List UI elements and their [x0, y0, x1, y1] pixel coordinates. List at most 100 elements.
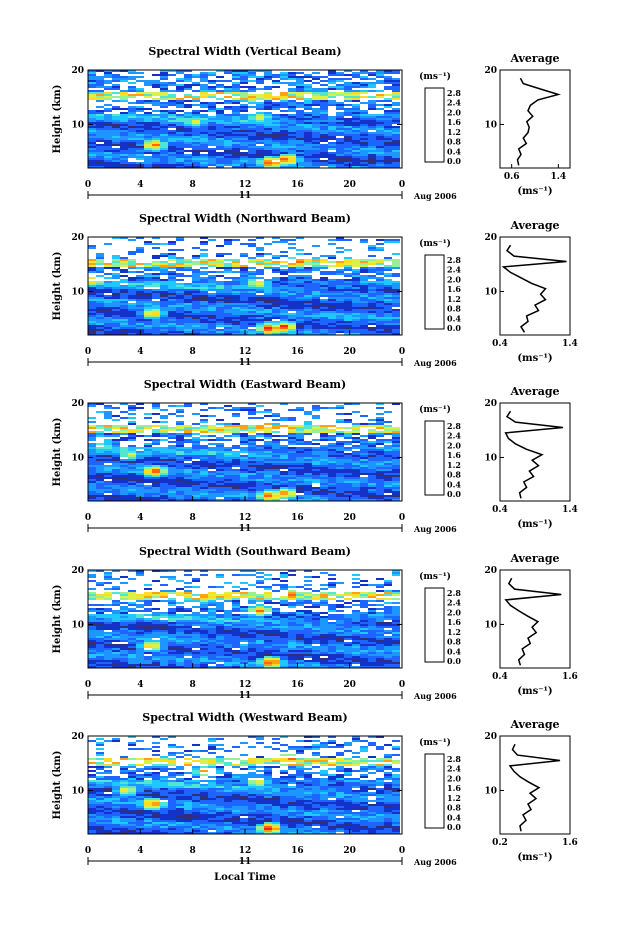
heatmap-cell: [280, 122, 288, 124]
heatmap-cell: [264, 162, 272, 164]
heatmap-cell: [240, 132, 248, 134]
heatmap-cell: [160, 453, 168, 455]
heatmap-cell: [128, 76, 136, 78]
heatmap-cell: [352, 483, 360, 485]
heatmap-cell: [120, 640, 128, 642]
heatmap-cell: [296, 313, 304, 315]
heatmap-cell: [376, 162, 384, 164]
heatmap-cell: [168, 473, 176, 475]
heatmap-cell: [352, 100, 360, 102]
heatmap-cell: [160, 427, 168, 429]
heatmap-cell: [256, 237, 264, 239]
heatmap-cell: [392, 471, 400, 473]
heatmap-cell: [152, 307, 160, 309]
heatmap-cell: [152, 455, 160, 457]
heatmap-cell: [224, 281, 232, 283]
heatmap-cell: [168, 429, 176, 431]
heatmap-cell: [368, 333, 376, 335]
heatmap-cell: [312, 100, 320, 102]
heatmap-cell: [224, 495, 232, 497]
heatmap-cell: [264, 467, 272, 469]
heatmap-cell: [256, 463, 264, 465]
heatmap-cell: [88, 138, 96, 140]
heatmap-cell: [184, 269, 192, 271]
heatmap-cell: [176, 325, 184, 327]
heatmap-cell: [216, 419, 224, 421]
heatmap-cell: [224, 144, 232, 146]
heatmap-cell: [312, 245, 320, 247]
colorbar-tick-label: 0.8: [447, 137, 461, 147]
heatmap-cell: [144, 638, 152, 640]
heatmap-cell: [168, 74, 176, 76]
heatmap-cell: [112, 475, 120, 477]
heatmap-cell: [88, 574, 96, 576]
heatmap-cell: [112, 499, 120, 501]
heatmap-cell: [320, 461, 328, 463]
heatmap-cell: [160, 311, 168, 313]
heatmap-cell: [296, 293, 304, 295]
heatmap-cell: [200, 78, 208, 80]
heatmap-cell: [192, 158, 200, 160]
heatmap-cell: [248, 307, 256, 309]
heatmap-cell: [192, 140, 200, 142]
heatmap-cell: [296, 453, 304, 455]
heatmap-cell: [264, 451, 272, 453]
heatmap-cell: [280, 102, 288, 104]
heatmap-cell: [344, 455, 352, 457]
heatmap-cell: [336, 122, 344, 124]
heatmap-cell: [312, 82, 320, 84]
heatmap-cell: [328, 124, 336, 126]
heatmap-cell: [272, 303, 280, 305]
heatmap-cell: [376, 455, 384, 457]
heatmap-cell: [216, 70, 224, 72]
heatmap-cell: [368, 435, 376, 437]
heatmap-cell: [104, 82, 112, 84]
heatmap-cell: [360, 86, 368, 88]
heatmap-cell: [96, 90, 104, 92]
heatmap-cell: [248, 271, 256, 273]
heatmap-cell: [144, 329, 152, 331]
heatmap-cell: [312, 138, 320, 140]
heatmap-cell: [232, 303, 240, 305]
heatmap-cell: [240, 309, 248, 311]
heatmap-cell: [192, 144, 200, 146]
heatmap-cell: [216, 427, 224, 429]
heatmap-cell: [320, 150, 328, 152]
heatmap-cell: [88, 92, 96, 94]
heatmap-cell: [296, 287, 304, 289]
heatmap-cell: [152, 160, 160, 162]
heatmap-cell: [176, 411, 184, 413]
heatmap-cell: [176, 156, 184, 158]
heatmap-cell: [328, 425, 336, 427]
heatmap-cell: [104, 632, 112, 634]
heatmap-cell: [184, 128, 192, 130]
heatmap-cell: [240, 495, 248, 497]
heatmap-cell: [256, 319, 264, 321]
heatmap-cell: [88, 439, 96, 441]
heatmap-cell: [256, 489, 264, 491]
heatmap-cell: [256, 445, 264, 447]
heatmap-cell: [248, 259, 256, 261]
heatmap-cell: [144, 325, 152, 327]
heatmap-cell: [160, 166, 168, 168]
heatmap-cell: [192, 96, 200, 98]
heatmap-cell: [88, 146, 96, 148]
heatmap-cell: [120, 620, 128, 622]
heatmap-cell: [232, 313, 240, 315]
heatmap-cell: [272, 150, 280, 152]
heatmap-cell: [176, 433, 184, 435]
heatmap-cell: [96, 624, 104, 626]
heatmap-cell: [224, 323, 232, 325]
heatmap-cell: [120, 664, 128, 666]
heatmap-cell: [88, 277, 96, 279]
heatmap-cell: [336, 283, 344, 285]
heatmap-cell: [136, 461, 144, 463]
heatmap-cell: [200, 309, 208, 311]
heatmap-cell: [368, 487, 376, 489]
heatmap-cell: [168, 447, 176, 449]
heatmap-cell: [136, 118, 144, 120]
heatmap-cell: [176, 78, 184, 80]
heatmap-cell: [144, 102, 152, 104]
heatmap-cell: [384, 445, 392, 447]
heatmap-cell: [104, 405, 112, 407]
